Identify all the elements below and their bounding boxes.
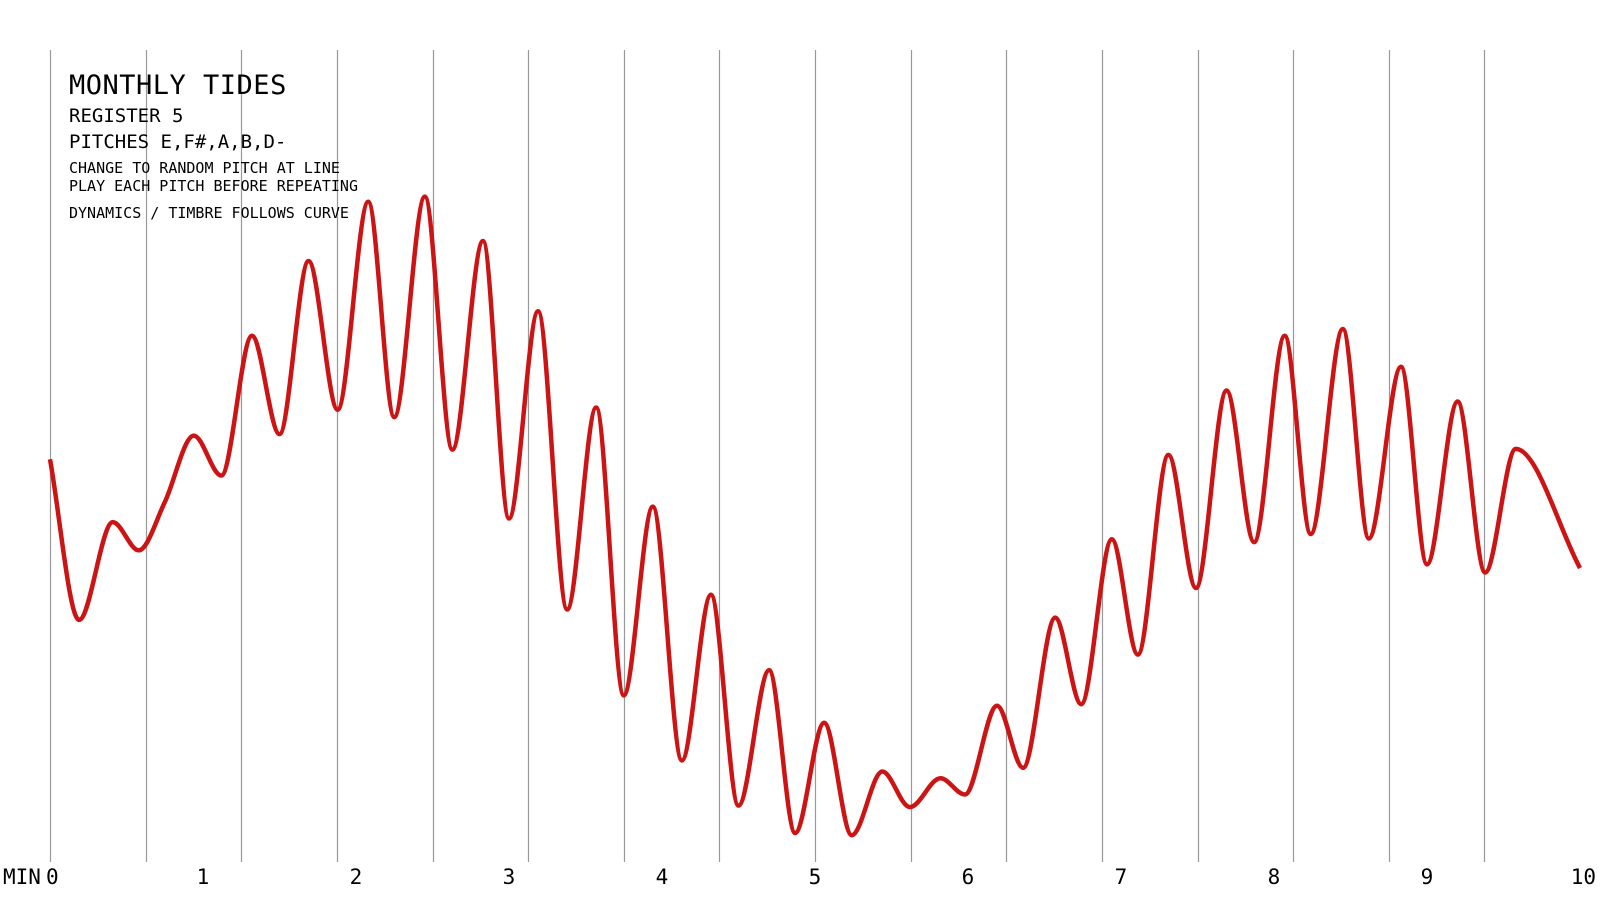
tide-curve-line bbox=[47, 194, 1582, 838]
x-tick-label-8: 8 bbox=[1268, 865, 1281, 889]
pitches-label: PITCHES E,F#,A,B,D- bbox=[69, 131, 287, 153]
x-axis-tick-labels: 0 1 2 3 4 5 6 7 8 9 10 bbox=[46, 865, 1596, 889]
instruction-random-pitch: CHANGE TO RANDOM PITCH AT LINE bbox=[69, 159, 340, 177]
instruction-no-repeat: PLAY EACH PITCH BEFORE REPEATING bbox=[69, 177, 358, 195]
x-tick-label-2: 2 bbox=[350, 865, 363, 889]
x-tick-label-7: 7 bbox=[1115, 865, 1128, 889]
register-label: REGISTER 5 bbox=[69, 105, 184, 127]
x-tick-label-0: 0 bbox=[46, 865, 59, 889]
x-tick-label-5: 5 bbox=[809, 865, 822, 889]
pitch-change-lines bbox=[49, 50, 1486, 862]
tide-curve bbox=[47, 194, 1582, 838]
x-axis-label: MIN bbox=[3, 865, 41, 889]
performance-notes: MONTHLY TIDES REGISTER 5 PITCHES E,F#,A,… bbox=[50, 60, 409, 232]
score-title: MONTHLY TIDES bbox=[69, 70, 287, 101]
x-tick-label-1: 1 bbox=[197, 865, 210, 889]
x-tick-label-4: 4 bbox=[656, 865, 669, 889]
x-tick-label-6: 6 bbox=[962, 865, 975, 889]
x-tick-label-3: 3 bbox=[503, 865, 516, 889]
instruction-dynamics: DYNAMICS / TIMBRE FOLLOWS CURVE bbox=[69, 204, 349, 222]
x-tick-label-10: 10 bbox=[1571, 865, 1596, 889]
x-tick-label-9: 9 bbox=[1421, 865, 1434, 889]
